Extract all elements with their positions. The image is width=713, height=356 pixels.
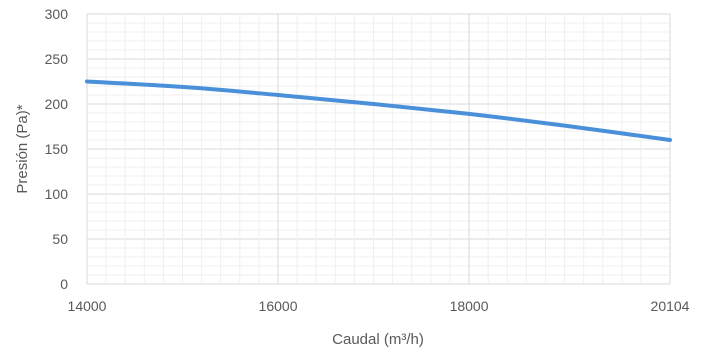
- x-tick-label: 16000: [259, 298, 298, 314]
- y-tick-label: 250: [45, 51, 69, 67]
- grid: [86, 13, 671, 285]
- y-tick-label: 200: [45, 96, 69, 112]
- x-axis-label: Caudal (m³/h): [332, 331, 424, 348]
- y-axis-ticks: 0 50 100 150 200 250 300: [45, 6, 69, 292]
- y-tick-label: 300: [45, 6, 69, 22]
- y-tick-label: 0: [60, 276, 68, 292]
- y-tick-label: 50: [52, 231, 68, 247]
- series-line: [85, 79, 672, 142]
- x-tick-label: 18000: [450, 298, 489, 314]
- x-tick-label: 14000: [68, 298, 107, 314]
- y-axis-label: Presión (Pa)*: [14, 104, 31, 193]
- series-layer: [85, 79, 672, 142]
- y-tick-label: 100: [45, 186, 69, 202]
- x-tick-label: 20104: [651, 298, 690, 314]
- y-tick-label: 150: [45, 141, 69, 157]
- x-axis-ticks: 14000 16000 18000 20104: [68, 298, 690, 314]
